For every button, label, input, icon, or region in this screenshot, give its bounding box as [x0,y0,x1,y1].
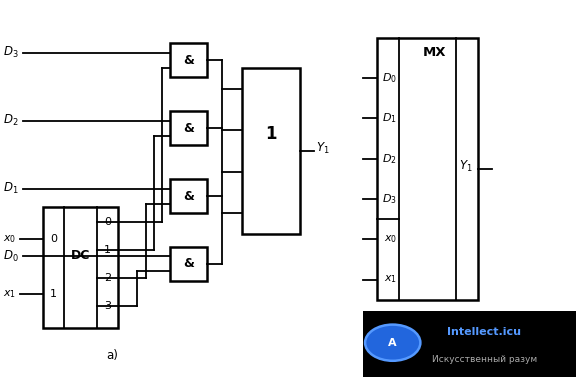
Text: $D_2$: $D_2$ [382,152,397,166]
Text: 1: 1 [104,245,111,255]
Text: Искусственный разум: Искусственный разум [432,355,537,364]
Text: &: & [183,257,194,270]
Bar [170,179,207,213]
Text: $D_0$: $D_0$ [3,249,18,264]
Text: &: & [183,122,194,135]
Bar [377,38,478,300]
Text: 0: 0 [50,234,57,244]
Text: $D_3$: $D_3$ [3,45,18,60]
Circle shape [365,325,420,361]
Text: $Y_1$: $Y_1$ [316,141,329,156]
Bar [170,43,207,77]
Bar [170,111,207,145]
Text: $D_3$: $D_3$ [382,192,397,206]
Text: $D_1$: $D_1$ [382,112,397,125]
Text: $x_1$: $x_1$ [384,274,397,285]
Text: MX: MX [423,46,446,59]
Text: $x_1$: $x_1$ [3,288,16,300]
Text: 3: 3 [104,301,111,311]
Text: $Y_1$: $Y_1$ [458,159,472,175]
Bar [170,247,207,281]
Text: $D_2$: $D_2$ [3,113,18,128]
Text: $x_0$: $x_0$ [3,233,16,245]
Text: $D_0$: $D_0$ [382,71,397,85]
Text: &: & [183,190,194,202]
Text: &: & [183,54,194,67]
Text: DC: DC [71,249,90,262]
Text: Intellect.icu: Intellect.icu [448,327,521,337]
Text: $D_1$: $D_1$ [3,181,18,196]
Bar [363,311,576,377]
Bar [242,68,300,234]
Text: a): a) [107,349,118,362]
Text: 2: 2 [104,273,111,283]
Bar [43,207,118,328]
Text: $x_0$: $x_0$ [384,233,397,245]
Text: б): б) [422,319,434,331]
Text: A: A [388,338,397,348]
Text: 1: 1 [265,125,276,143]
Text: 1: 1 [50,289,57,299]
Text: 0: 0 [104,218,111,227]
